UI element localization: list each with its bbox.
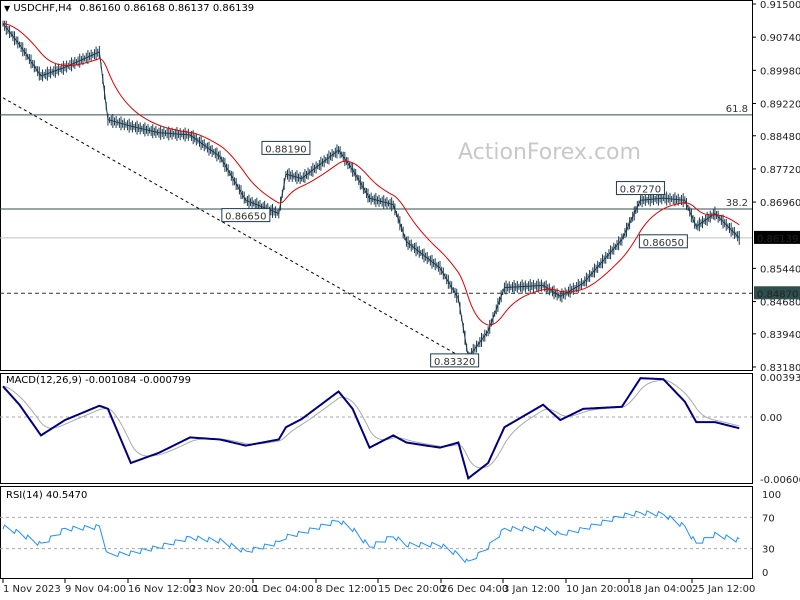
y-tick-label: 0.85440: [760, 264, 800, 275]
fibonacci-level-label: 38.2: [726, 198, 748, 209]
x-tick-label: 15 Dec 20:00: [378, 584, 445, 595]
y-tick-label: 0.86960: [760, 198, 800, 209]
chart-header: ▼ USDCHF,H4 0.86160 0.86168 0.86137 0.86…: [4, 3, 254, 14]
x-tick-label: 26 Dec 04:00: [441, 584, 508, 595]
macd-panel-frame: [0, 373, 753, 484]
price-annotation-label: 0.86650: [225, 212, 266, 223]
price-annotation-box: [430, 353, 480, 368]
macd-line: [2, 377, 740, 481]
rsi-y-tick-label: 30: [762, 545, 775, 556]
x-tick-label: 23 Nov 20:00: [190, 584, 257, 595]
price-annotation-label: 0.86050: [643, 238, 684, 249]
rsi-y-tick-label: 70: [762, 513, 775, 524]
price-annotation-label: 0.83320: [434, 357, 475, 368]
support-level-badge: [754, 286, 800, 300]
x-tick-label: 25 Jan 12:00: [692, 584, 755, 595]
price-annotation-box: [615, 181, 665, 196]
price-annotation-label: 0.88190: [265, 144, 306, 155]
x-tick-label: 9 Nov 04:00: [65, 584, 126, 595]
dropdown-triangle-icon[interactable]: ▼: [4, 4, 11, 13]
x-tick-label: 10 Jan 20:00: [566, 584, 629, 595]
price-line: [2, 23, 740, 359]
rsi-title: RSI(14) 40.5470: [6, 490, 88, 501]
y-tick-label: 0.88480: [760, 132, 800, 143]
y-tick-label: 0.84680: [760, 298, 800, 309]
watermark: ActionForex.com: [458, 140, 641, 165]
y-tick-label: 0.90740: [760, 33, 800, 44]
current-price-badge: [754, 230, 800, 244]
x-tick-label: 3 Jan 12:00: [503, 584, 560, 595]
symbol-label: USDCHF,H4: [13, 3, 73, 14]
y-tick-label: 0.89980: [760, 66, 800, 77]
trendline: [2, 97, 469, 362]
x-tick-label: 8 Dec 12:00: [316, 584, 377, 595]
ohlc-values: 0.86160 0.86168 0.86137 0.86139: [79, 3, 255, 14]
rsi-y-tick-label: 100: [762, 490, 781, 501]
price-annotation-box: [221, 208, 271, 223]
y-tick-label: 0.87720: [760, 165, 800, 176]
rsi-y-tick-label: 0: [762, 568, 768, 579]
y-tick-label: 0.83940: [760, 330, 800, 341]
macd-y-tick-label: 0.00: [760, 413, 782, 424]
x-tick-label: 1 Nov 2023: [3, 584, 61, 595]
price-panel-frame: [0, 0, 753, 371]
x-tick-label: 18 Jan 04:00: [629, 584, 692, 595]
rsi-panel-frame: [0, 486, 753, 579]
y-tick-label: 0.89220: [760, 99, 800, 110]
macd-title: MACD(12,26,9) -0.001084 -0.000799: [6, 375, 191, 386]
price-annotation-box: [261, 140, 311, 155]
current-price-label: 0.86139: [757, 234, 798, 245]
rsi-line: [2, 510, 740, 564]
price-annotation-box: [638, 234, 688, 249]
fibonacci-level-label: 61.8: [726, 104, 748, 115]
y-tick-label: 0.83180: [760, 363, 800, 374]
x-tick-label: 1 Dec 04:00: [253, 584, 314, 595]
macd-y-tick-label: 0.003933: [760, 373, 800, 384]
x-tick-label: 16 Nov 12:00: [128, 584, 195, 595]
price-annotation-label: 0.87270: [620, 185, 661, 196]
y-tick-label: 0.91500: [760, 0, 800, 11]
moving-average-line: [2, 23, 740, 326]
macd-y-tick-label: -0.006068: [760, 475, 800, 486]
support-level-label: 0.84870: [757, 289, 798, 300]
